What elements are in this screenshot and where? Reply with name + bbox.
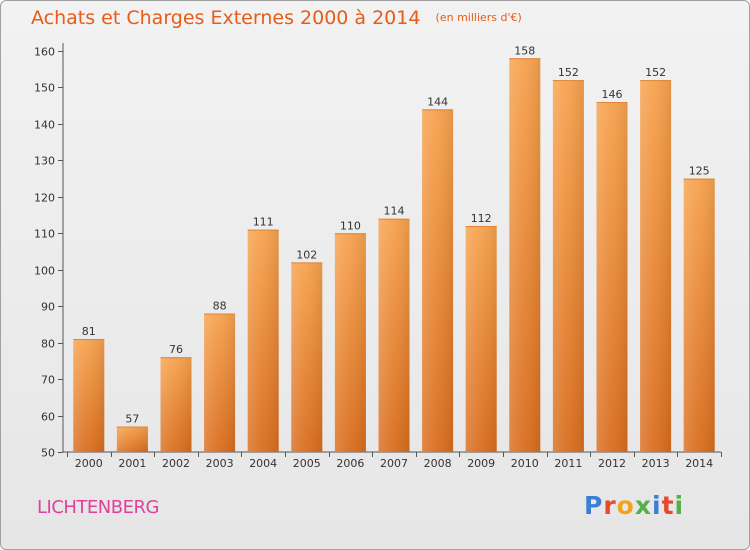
value-label: 111 — [253, 216, 274, 229]
bar-shine-2010 — [509, 58, 541, 453]
bar-shine-2008 — [422, 109, 454, 452]
logo-letter: x — [634, 491, 652, 520]
y-tick-label: 60 — [41, 411, 55, 424]
x-tick-label: 2007 — [380, 457, 408, 470]
y-tick-label: 140 — [34, 119, 55, 132]
value-label: 144 — [427, 95, 448, 108]
x-tick-label: 2002 — [162, 457, 190, 470]
x-tick-label: 2001 — [118, 457, 146, 470]
value-label: 81 — [82, 325, 96, 338]
chart-title: Achats et Charges Externes 2000 à 2014 — [31, 7, 421, 29]
value-label: 158 — [514, 44, 535, 57]
bar-shine-2013 — [640, 80, 672, 452]
bar-shine-2007 — [378, 218, 410, 452]
bar-shine-2014 — [683, 178, 715, 452]
bar-shine-2011 — [552, 80, 584, 452]
bar-shine-2006 — [334, 233, 366, 452]
bar-shine-2000 — [73, 338, 105, 452]
x-tick-label: 2012 — [598, 457, 626, 470]
x-tick-label: 2014 — [685, 457, 713, 470]
x-tick-label: 2000 — [75, 457, 103, 470]
bar-shine-2003 — [204, 313, 236, 452]
y-tick-label: 100 — [34, 265, 55, 278]
logo-letter: i — [674, 491, 685, 520]
proxiti-logo[interactable]: Proxiti — [584, 491, 684, 520]
logo-letter: o — [616, 491, 635, 520]
chart-subtitle: (en milliers d'€) — [435, 11, 522, 24]
value-label: 88 — [213, 299, 227, 312]
value-label: 114 — [384, 205, 405, 218]
x-tick-label: 2010 — [511, 457, 539, 470]
x-tick-label: 2003 — [206, 457, 234, 470]
x-tick-label: 2004 — [249, 457, 277, 470]
x-tick-label: 2013 — [642, 457, 670, 470]
y-tick-label: 50 — [41, 447, 55, 460]
bar-shine-2012 — [596, 102, 628, 452]
value-label: 152 — [558, 66, 579, 79]
value-label: 102 — [296, 248, 317, 261]
y-tick-label: 80 — [41, 338, 55, 351]
bar-shine-2002 — [160, 357, 192, 452]
value-label: 76 — [169, 343, 183, 356]
bars — [73, 58, 715, 453]
y-tick-label: 160 — [34, 46, 55, 59]
logo-letter: P — [584, 491, 604, 520]
y-tick-label: 70 — [41, 374, 55, 387]
value-label: 112 — [471, 212, 492, 225]
value-label: 57 — [125, 412, 139, 425]
logo-letter: r — [603, 491, 617, 520]
bar-shine-2004 — [247, 229, 279, 452]
title-row: Achats et Charges Externes 2000 à 2014 (… — [31, 7, 522, 29]
labels: 2000 81 2001 57 2002 76 2003 88 2004 111 2005 102 20… — [75, 44, 713, 470]
y-tick-label: 90 — [41, 301, 55, 314]
bar-shine-2001 — [116, 426, 148, 452]
logo-letter: i — [652, 491, 662, 520]
value-label: 125 — [689, 165, 710, 178]
y-tick-label: 130 — [34, 155, 55, 168]
bar-shine-2009 — [465, 225, 497, 452]
x-tick-label: 2006 — [336, 457, 364, 470]
x-tick-label: 2005 — [293, 457, 321, 470]
y-tick-label: 110 — [34, 228, 55, 241]
value-label: 146 — [602, 88, 623, 101]
bar-shine-2005 — [291, 262, 323, 452]
y-tick-label: 150 — [34, 82, 55, 95]
town-name: LICHTENBERG — [37, 497, 159, 518]
x-tick-label: 2009 — [467, 457, 495, 470]
value-label: 110 — [340, 219, 361, 232]
value-label: 152 — [645, 66, 666, 79]
logo-letter: t — [661, 491, 675, 520]
x-tick-label: 2008 — [424, 457, 452, 470]
y-tick-label: 120 — [34, 192, 55, 205]
x-tick-label: 2011 — [554, 457, 582, 470]
